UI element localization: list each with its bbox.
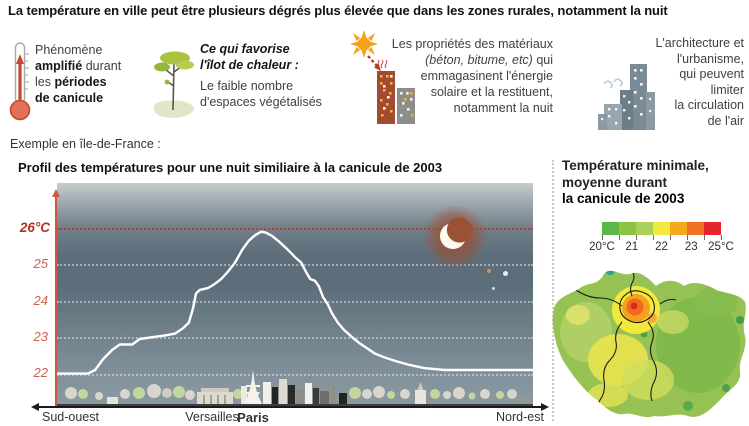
y-tick-25: 25 xyxy=(33,256,48,271)
temperature-line xyxy=(57,230,533,375)
gridline-25 xyxy=(57,264,533,267)
scale-cell-0 xyxy=(602,222,619,235)
scale-cell-6 xyxy=(704,222,721,235)
y-tick-24: 24 xyxy=(33,293,48,308)
color-scale-ticks xyxy=(602,235,722,240)
tree-icon xyxy=(148,46,200,126)
y-tick-26: 26°C xyxy=(19,220,50,235)
map-title: Température minimale, moyenne durant la … xyxy=(562,158,709,207)
skyline-versailles xyxy=(197,388,233,404)
scale-cell-5 xyxy=(687,222,704,235)
star-icon xyxy=(487,269,491,273)
crescent-moon-icon xyxy=(440,217,473,249)
scale-label-21: 21 xyxy=(625,241,639,253)
y-axis-arrow-icon xyxy=(52,189,60,197)
example-label: Exemple en île-de-France : xyxy=(10,137,161,151)
factor-amplified-text: Phénomène amplifié durant les périodes d… xyxy=(35,43,122,105)
temperature-color-scale xyxy=(602,222,721,235)
y-tick-22: 22 xyxy=(33,365,48,380)
gridline-23 xyxy=(57,337,533,340)
factor-architecture-text: L'architecture et l'urbanisme, qui peuve… xyxy=(655,36,744,128)
chart-title: Profil des températures pour une nuit si… xyxy=(18,160,443,175)
thermometer-icon xyxy=(8,40,32,124)
scale-label-23: 23 xyxy=(684,241,698,253)
city-wind-icon xyxy=(596,52,660,130)
page-title: La température en ville peut être plusie… xyxy=(8,3,668,18)
factor-heat-island-text: Ce qui favorise l'îlot de chaleur : Le f… xyxy=(200,42,322,109)
scale-label-20: 20°C xyxy=(589,241,615,253)
department-borders xyxy=(575,270,677,414)
factor-materials-text: Les propriétés des matériaux (béton, bit… xyxy=(391,37,553,115)
temperature-profile-plot xyxy=(57,183,533,406)
y-axis xyxy=(55,196,57,406)
star-icon xyxy=(492,287,495,290)
x-label-versailles: Versailles xyxy=(185,410,239,424)
x-label-sud-ouest: Sud-ouest xyxy=(42,410,99,424)
ile-de-france-heatmap xyxy=(548,260,749,421)
scale-label-25: 25°C xyxy=(708,241,734,253)
skyline-paris xyxy=(241,370,347,404)
gridline-22 xyxy=(57,373,533,376)
x-axis xyxy=(38,406,542,408)
skyline-trees-left xyxy=(65,384,195,404)
scale-cell-1 xyxy=(619,222,636,235)
x-axis-left-arrow-icon xyxy=(31,403,39,411)
panel-separator xyxy=(552,160,554,421)
gridline-26 xyxy=(57,228,533,230)
x-label-paris: Paris xyxy=(237,410,269,425)
scale-cell-3 xyxy=(653,222,670,235)
sun-icon xyxy=(349,30,381,62)
scale-label-22: 22 xyxy=(655,241,668,253)
scale-cell-4 xyxy=(670,222,687,235)
scale-cell-2 xyxy=(636,222,653,235)
y-tick-23: 23 xyxy=(33,329,48,344)
star-icon xyxy=(503,271,508,276)
city-skyline xyxy=(57,370,533,406)
hot-buildings-icon xyxy=(374,58,422,124)
color-scale-labels: 20°C 21 22 23 25°C xyxy=(589,241,734,255)
gridline-24 xyxy=(57,300,533,303)
skyline-trees-right xyxy=(349,382,530,404)
x-label-nord-est: Nord-est xyxy=(496,410,544,424)
x-axis-right-arrow-icon xyxy=(541,403,549,411)
